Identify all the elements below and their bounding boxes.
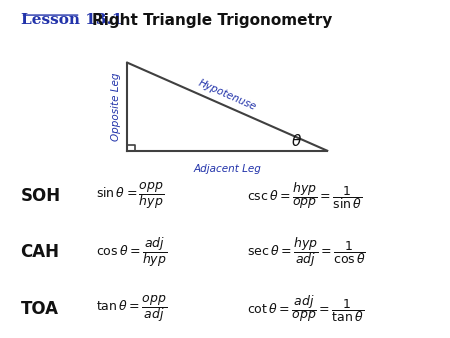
- Text: Right Triangle Trigonometry: Right Triangle Trigonometry: [92, 13, 332, 28]
- Text: CAH: CAH: [21, 243, 59, 261]
- Text: Opposite Leg: Opposite Leg: [111, 72, 121, 141]
- Text: Lesson 13.1: Lesson 13.1: [21, 13, 122, 27]
- Text: $\sec\theta = \dfrac{hyp}{adj} = \dfrac{1}{\cos\theta}$: $\sec\theta = \dfrac{hyp}{adj} = \dfrac{…: [247, 235, 366, 269]
- Text: $\cos\theta = \dfrac{adj}{hyp}$: $\cos\theta = \dfrac{adj}{hyp}$: [96, 235, 167, 269]
- Text: Hypotenuse: Hypotenuse: [197, 78, 258, 112]
- Text: $\csc\theta = \dfrac{hyp}{opp} = \dfrac{1}{\sin\theta}$: $\csc\theta = \dfrac{hyp}{opp} = \dfrac{…: [247, 180, 363, 211]
- Text: $\theta$: $\theta$: [291, 134, 302, 149]
- Text: TOA: TOA: [21, 299, 58, 318]
- Text: $\tan\theta = \dfrac{opp}{adj}$: $\tan\theta = \dfrac{opp}{adj}$: [96, 293, 167, 324]
- Text: $\sin\theta = \dfrac{opp}{hyp}$: $\sin\theta = \dfrac{opp}{hyp}$: [96, 180, 165, 211]
- Text: $\cot\theta = \dfrac{adj}{opp} = \dfrac{1}{\tan\theta}$: $\cot\theta = \dfrac{adj}{opp} = \dfrac{…: [247, 293, 364, 324]
- Text: SOH: SOH: [21, 187, 61, 204]
- Text: Adjacent Leg: Adjacent Leg: [194, 164, 261, 174]
